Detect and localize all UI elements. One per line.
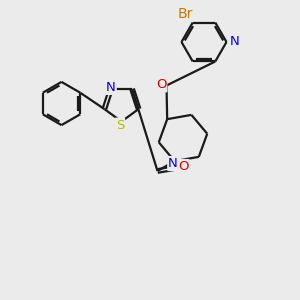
Text: N: N <box>106 81 116 94</box>
Text: Br: Br <box>178 7 193 20</box>
Text: O: O <box>178 160 189 173</box>
Text: N: N <box>168 157 178 170</box>
Text: O: O <box>156 78 166 92</box>
Text: S: S <box>116 118 124 132</box>
Text: N: N <box>230 35 240 48</box>
